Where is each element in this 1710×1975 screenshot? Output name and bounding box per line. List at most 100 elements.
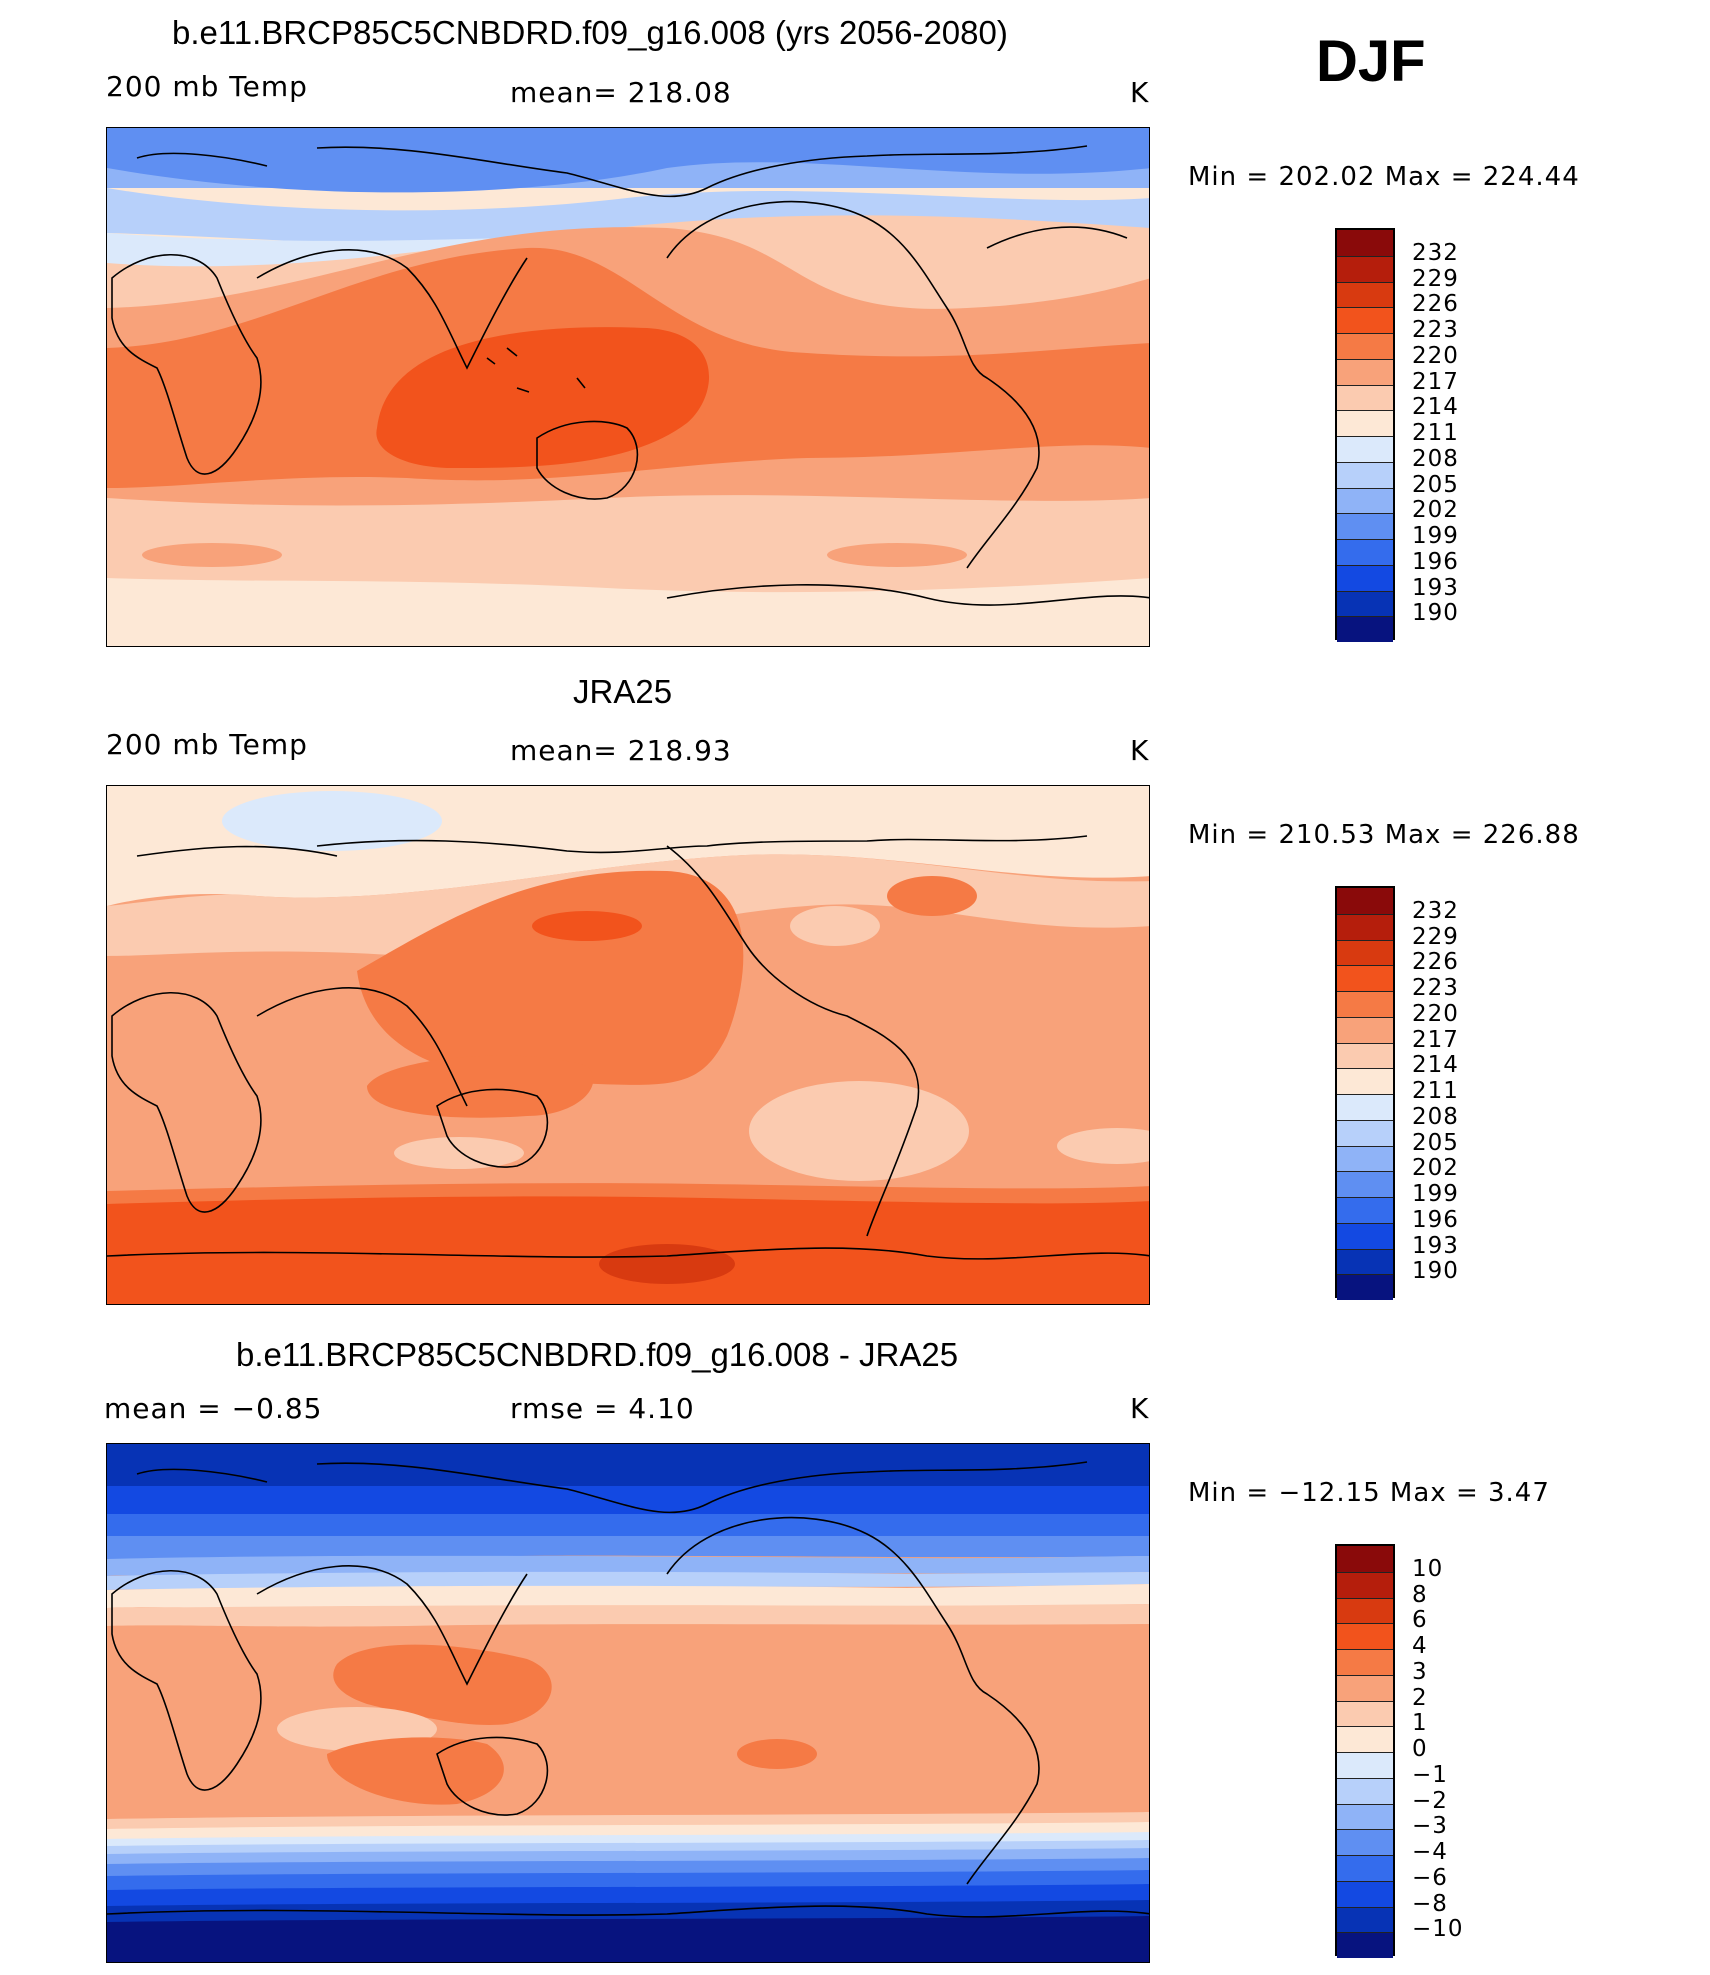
panel3-colorbar-swatch [1337,1726,1393,1752]
panel3-map [106,1443,1150,1963]
panel2-colorbar-tick-label: 193 [1412,1232,1459,1259]
panel1-units-label: K [1130,76,1150,109]
panel2-colorbar-tick-label: 202 [1412,1155,1459,1182]
panel2-map [106,785,1150,1305]
panel2-colorbar-tick-label: 232 [1412,897,1459,924]
panel3-title: b.e11.BRCP85C5CNBDRD.f09_g16.008 - JRA25 [236,1336,959,1373]
panel3-colorbar-swatch [1337,1649,1393,1675]
panel3-colorbar-tick-label: −4 [1412,1839,1448,1865]
panel2-units-label: K [1130,734,1150,767]
panel2-colorbar-tick-label: 190 [1412,1258,1459,1285]
panel3-colorbar-tick-label: 1 [1412,1710,1428,1737]
panel2-colorbar-swatch [1337,1094,1393,1120]
panel1-colorbar-swatch [1337,539,1393,565]
panel1-colorbar-swatch [1337,487,1393,514]
panel3-mean-label: mean = −0.85 [104,1392,323,1425]
panel1-colorbar-swatch [1337,564,1393,591]
panel2-colorbar-swatch [1337,1145,1393,1172]
panel1-colorbar-tick-label: 208 [1412,445,1459,472]
panel1-colorbar-swatch [1337,281,1393,308]
panel2-colorbar-swatch [1337,888,1393,914]
panel3-colorbar-tick-label: 2 [1412,1684,1428,1711]
panel1-colorbar-tick-label: 193 [1412,574,1459,601]
panel1-colorbar-swatch [1337,384,1393,411]
panel2-colorbar-tick-label: 217 [1412,1026,1459,1053]
panel2-colorbar-swatch [1337,1171,1393,1197]
panel2-colorbar-tick-label: 223 [1412,975,1459,1001]
panel1-colorbar-tick-label: 190 [1412,600,1459,627]
panel2-colorbar-tick-label: 220 [1412,1000,1459,1027]
panel1-variable-label: 200 mb Temp [106,70,308,103]
panel2-colorbar-tick-label: 214 [1412,1052,1459,1079]
panel3-colorbar-swatch [1337,1546,1393,1572]
panel1-mean-label: mean= 218.08 [510,76,732,109]
panel3-colorbar-tick-label: 4 [1412,1633,1428,1659]
panel2-colorbar-swatch [1337,1248,1393,1275]
panel3-colorbar-swatch [1337,1623,1393,1649]
panel1-colorbar-tick-label: 214 [1412,394,1459,421]
panel1-colorbar-tick-label: 202 [1412,497,1459,524]
panel2-colorbar [1335,886,1395,1300]
panel1-colorbar-tick-label: 229 [1412,265,1459,292]
panel2-colorbar-swatch [1337,1119,1393,1146]
panel3-colorbar-swatch [1337,1880,1393,1907]
panel3-contour-field [107,1444,1149,1962]
panel2-colorbar-tick-label: 199 [1412,1181,1459,1207]
panel3-colorbar-swatch [1337,1752,1393,1778]
season-label: DJF [1316,29,1426,94]
panel3-colorbar-swatch [1337,1777,1393,1804]
panel3-colorbar-swatch [1337,1932,1393,1958]
panel1-colorbar [1335,228,1395,642]
panel3-colorbar-swatch [1337,1855,1393,1881]
panel1-colorbar-tick-label: 196 [1412,548,1459,575]
panel1-title: b.e11.BRCP85C5CNBDRD.f09_g16.008 (yrs 20… [172,14,1008,51]
panel2-colorbar-swatch [1337,1274,1393,1300]
panel3-colorbar-tick-label: 8 [1412,1581,1428,1608]
panel3-colorbar-swatch [1337,1803,1393,1830]
panel1-colorbar-tick-label: 199 [1412,523,1459,549]
panel1-contour-field [107,128,1149,646]
panel3-colorbar-tick-label: −8 [1412,1890,1448,1917]
panel2-colorbar-tick-label: 229 [1412,923,1459,950]
panel2-minmax-label: Min = 210.53 Max = 226.88 [1188,820,1580,850]
panel1-minmax-label: Min = 202.02 Max = 224.44 [1188,162,1580,192]
panel3-colorbar-swatch [1337,1829,1393,1855]
panel1-colorbar-swatch [1337,616,1393,642]
panel1-colorbar-swatch [1337,590,1393,617]
panel2-colorbar-tick-label: 205 [1412,1129,1459,1156]
panel1-colorbar-tick-label: 220 [1412,342,1459,369]
panel3-colorbar-swatch [1337,1674,1393,1701]
panel3-colorbar-tick-label: −3 [1412,1813,1448,1840]
panel3-colorbar-swatch [1337,1571,1393,1598]
panel2-title: JRA25 [573,673,673,710]
panel3-colorbar-tick-label: −6 [1412,1864,1448,1891]
panel1-colorbar-tick-label: 211 [1412,420,1459,446]
panel1-colorbar-swatch [1337,230,1393,256]
panel1-colorbar-swatch [1337,461,1393,488]
panel2-colorbar-swatch [1337,965,1393,991]
panel3-colorbar-swatch [1337,1700,1393,1727]
panel2-colorbar-swatch [1337,1197,1393,1223]
panel1-colorbar-swatch [1337,436,1393,462]
panel3-minmax-label: Min = −12.15 Max = 3.47 [1188,1478,1550,1508]
panel2-variable-label: 200 mb Temp [106,728,308,761]
panel3-rmse-label: rmse = 4.10 [510,1392,695,1425]
panel1-colorbar-swatch [1337,358,1393,385]
panel2-colorbar-swatch [1337,913,1393,940]
panel1-colorbar-tick-label: 217 [1412,368,1459,395]
panel2-colorbar-tick-label: 208 [1412,1103,1459,1130]
panel1-colorbar-swatch [1337,410,1393,436]
panel3-colorbar-tick-label: −2 [1412,1787,1448,1814]
panel1-colorbar-tick-label: 226 [1412,291,1459,318]
panel3-colorbar-tick-label: 10 [1412,1555,1444,1582]
panel1-colorbar-tick-label: 232 [1412,239,1459,266]
panel3-colorbar-tick-label: 6 [1412,1607,1428,1634]
panel1-colorbar-swatch [1337,307,1393,333]
panel2-contour-field [107,786,1149,1304]
panel3-colorbar-tick-label: 0 [1412,1736,1428,1762]
panel1-map [106,127,1150,647]
panel2-mean-label: mean= 218.93 [510,734,732,767]
panel2-colorbar-swatch [1337,991,1393,1017]
panel2-colorbar-swatch [1337,1068,1393,1094]
panel2-colorbar-swatch [1337,1222,1393,1249]
